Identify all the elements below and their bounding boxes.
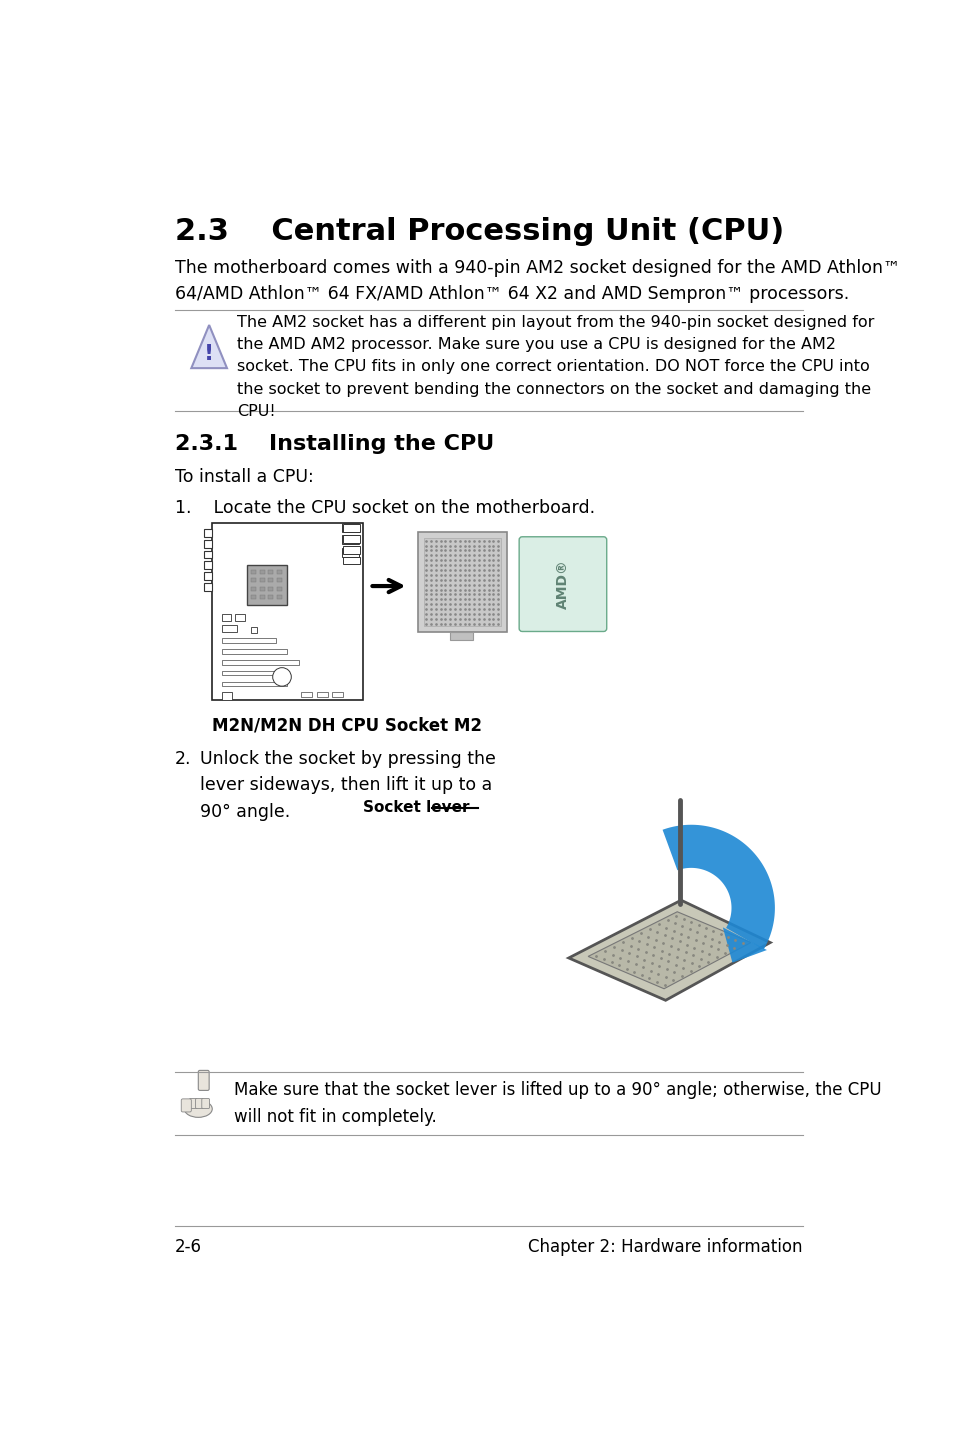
Text: To install a CPU:: To install a CPU: <box>174 469 314 486</box>
Bar <box>332 692 343 697</box>
Bar <box>276 587 282 591</box>
Bar <box>235 614 245 621</box>
Bar <box>276 569 282 574</box>
Bar <box>251 627 257 633</box>
Bar <box>343 535 360 544</box>
Text: 2.3    Central Processing Unit (CPU): 2.3 Central Processing Unit (CPU) <box>174 217 783 246</box>
Bar <box>259 578 265 582</box>
Bar <box>343 557 360 565</box>
Text: Make sure that the socket lever is lifted up to a 90° angle; otherwise, the CPU
: Make sure that the socket lever is lifte… <box>233 1081 881 1126</box>
Bar <box>251 578 256 582</box>
FancyBboxPatch shape <box>181 1099 192 1112</box>
Text: M2N/M2N DH CPU Socket M2: M2N/M2N DH CPU Socket M2 <box>212 718 482 735</box>
Bar <box>276 578 282 582</box>
Polygon shape <box>568 900 769 1001</box>
FancyBboxPatch shape <box>190 1099 197 1109</box>
Bar <box>204 572 212 580</box>
Bar <box>268 595 274 600</box>
Text: !: ! <box>204 344 214 364</box>
Text: Unlock the socket by pressing the
lever sideways, then lift it up to a
90° angle: Unlock the socket by pressing the lever … <box>199 751 496 821</box>
Bar <box>221 682 287 686</box>
FancyBboxPatch shape <box>198 1070 209 1090</box>
Polygon shape <box>587 912 750 989</box>
Bar <box>259 569 265 574</box>
Text: 1.    Locate the CPU socket on the motherboard.: 1. Locate the CPU socket on the motherbo… <box>174 499 595 518</box>
Bar <box>204 529 212 536</box>
Text: Socket lever: Socket lever <box>363 801 470 815</box>
Bar <box>259 587 265 591</box>
Text: 2-6: 2-6 <box>174 1238 202 1257</box>
Text: 2.: 2. <box>174 751 192 768</box>
Bar <box>450 633 473 640</box>
Bar <box>423 538 500 626</box>
Text: The AM2 socket has a different pin layout from the 940-pin socket designed for
t: The AM2 socket has a different pin layou… <box>236 315 874 418</box>
Bar <box>251 595 256 600</box>
Bar <box>417 532 506 633</box>
FancyBboxPatch shape <box>202 1099 210 1109</box>
Text: The motherboard comes with a 940-pin AM2 socket designed for the AMD Athlon™
64/: The motherboard comes with a 940-pin AM2… <box>174 259 900 303</box>
Bar <box>204 561 212 569</box>
Bar <box>221 638 275 643</box>
Bar <box>268 587 274 591</box>
Bar <box>268 569 274 574</box>
Bar <box>316 692 328 697</box>
Bar <box>204 582 212 591</box>
Bar <box>343 525 360 532</box>
Bar <box>221 692 233 700</box>
Polygon shape <box>662 825 774 949</box>
Text: Chapter 2: Hardware information: Chapter 2: Hardware information <box>528 1238 802 1257</box>
Text: AMD®: AMD® <box>555 559 569 608</box>
Bar <box>268 578 274 582</box>
Bar <box>251 587 256 591</box>
Ellipse shape <box>184 1100 212 1117</box>
Bar <box>247 565 287 605</box>
Bar <box>259 595 265 600</box>
Bar <box>221 660 298 664</box>
Bar <box>341 523 358 532</box>
Bar <box>221 614 231 621</box>
Bar <box>341 548 358 557</box>
Bar <box>343 546 360 554</box>
FancyBboxPatch shape <box>518 536 606 631</box>
Bar <box>251 569 256 574</box>
Text: 2.3.1    Installing the CPU: 2.3.1 Installing the CPU <box>174 434 494 454</box>
Bar <box>221 649 287 654</box>
Circle shape <box>273 667 291 686</box>
FancyBboxPatch shape <box>195 1099 203 1109</box>
Bar <box>301 692 312 697</box>
Bar <box>221 624 236 633</box>
Bar <box>204 539 212 548</box>
Bar <box>204 551 212 558</box>
Bar <box>276 595 282 600</box>
Bar <box>212 523 363 700</box>
Polygon shape <box>722 928 766 962</box>
Polygon shape <box>192 325 227 368</box>
Bar <box>221 670 275 676</box>
Bar <box>341 535 358 545</box>
